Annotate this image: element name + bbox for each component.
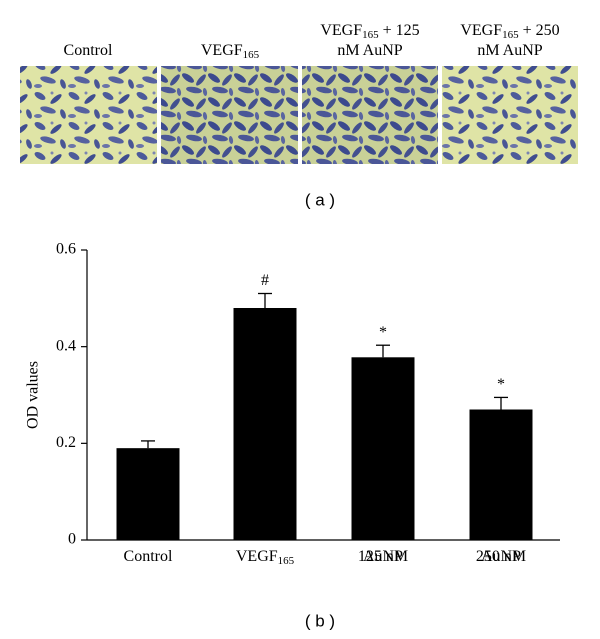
x-tick-label: 250 nM bbox=[476, 548, 526, 565]
image-label: VEGF165 bbox=[201, 42, 260, 61]
label-part: 165 bbox=[243, 49, 260, 61]
label-part: Control bbox=[124, 548, 173, 565]
label-part: 165 bbox=[502, 29, 519, 41]
label-part: 125 nM bbox=[358, 548, 408, 565]
micrograph bbox=[20, 66, 157, 164]
label-part: AuNP bbox=[363, 548, 403, 565]
label-part: VEGF bbox=[320, 22, 362, 39]
image-label: nM AuNP bbox=[337, 42, 402, 59]
label-part: VEGF bbox=[236, 548, 278, 565]
bar bbox=[351, 357, 415, 540]
label-part: nM AuNP bbox=[477, 42, 542, 59]
error-bar bbox=[494, 396, 508, 410]
error-bar bbox=[376, 344, 390, 358]
significance-mark: # bbox=[261, 272, 269, 289]
label-part: 165 bbox=[278, 555, 295, 567]
label-part: VEGF bbox=[201, 42, 243, 59]
label-part: nM AuNP bbox=[337, 42, 402, 59]
x-tick-label: Control bbox=[124, 548, 173, 565]
micrograph bbox=[161, 66, 298, 164]
label-part: 165 bbox=[362, 29, 379, 41]
label-part: Control bbox=[64, 42, 113, 59]
y-tick-label: 0 bbox=[68, 531, 76, 548]
label-part: 250 nM bbox=[476, 548, 526, 565]
bar bbox=[116, 448, 180, 540]
y-tick-label: 0.4 bbox=[56, 337, 76, 354]
label-part: + 250 bbox=[519, 22, 560, 39]
label-part: AuNP bbox=[481, 548, 521, 565]
significance-mark: * bbox=[497, 376, 505, 393]
bar bbox=[233, 308, 297, 540]
x-tick-label: 125 nM bbox=[358, 548, 408, 565]
image-label: nM AuNP bbox=[477, 42, 542, 59]
label-part: + 125 bbox=[379, 22, 420, 39]
significance-mark: * bbox=[379, 324, 387, 341]
label-part: VEGF bbox=[460, 22, 502, 39]
bar bbox=[469, 409, 533, 540]
micrograph bbox=[442, 66, 578, 164]
error-bar bbox=[258, 292, 272, 308]
image-label: Control bbox=[64, 42, 113, 59]
y-tick-label: 0.2 bbox=[56, 434, 76, 451]
image-label: VEGF165 + 125 bbox=[320, 22, 419, 41]
y-tick-label: 0.6 bbox=[56, 241, 76, 258]
x-tick-label: AuNP bbox=[481, 548, 521, 565]
y-axis-label: OD values bbox=[25, 361, 42, 429]
panel-caption: ( a ) bbox=[305, 190, 335, 209]
micrograph bbox=[302, 66, 438, 164]
image-label: VEGF165 + 250 bbox=[460, 22, 559, 41]
error-bar bbox=[141, 440, 155, 449]
x-tick-label: AuNP bbox=[363, 548, 403, 565]
x-tick-label: VEGF165 bbox=[236, 548, 295, 567]
panel-caption: ( b ) bbox=[305, 611, 335, 630]
